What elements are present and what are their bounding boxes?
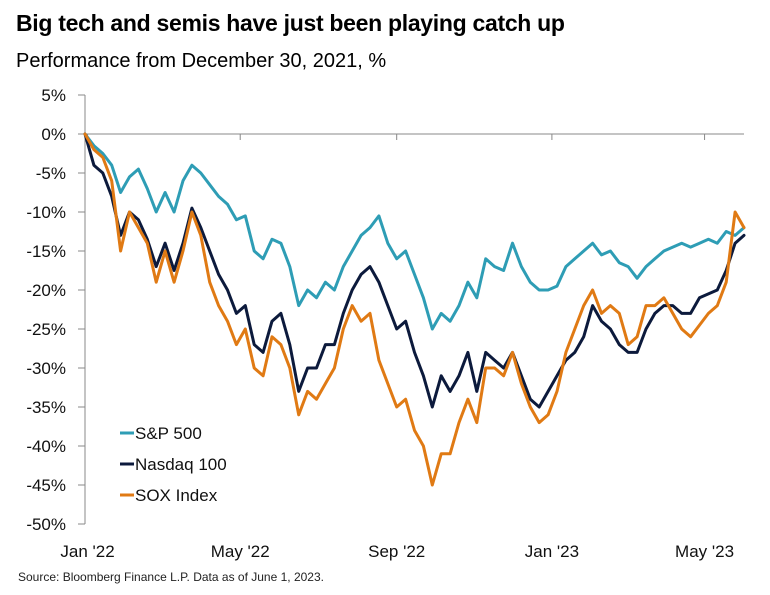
y-tick-label: -20%: [26, 281, 66, 300]
chart-title: Big tech and semis have just been playin…: [16, 10, 565, 36]
y-tick-label: -15%: [26, 242, 66, 261]
legend-label: Nasdaq 100: [135, 455, 227, 474]
y-tick-label: 0%: [41, 125, 66, 144]
legend-label: S&P 500: [135, 424, 202, 443]
y-tick-label: -5%: [36, 164, 66, 183]
x-tick-label: Jan '22: [60, 542, 114, 561]
series-line-nasdaq-100: [83, 132, 746, 409]
legend: S&P 500 Nasdaq 100 SOX Index: [120, 424, 227, 505]
y-tick-label: -25%: [26, 320, 66, 339]
series-line-s-p-500: [83, 132, 746, 331]
y-tick-label: -10%: [26, 203, 66, 222]
y-tick-label: -35%: [26, 398, 66, 417]
series-line-sox-index: [83, 132, 746, 487]
legend-label: SOX Index: [135, 486, 218, 505]
source-note: Source: Bloomberg Finance L.P. Data as o…: [18, 570, 324, 584]
axes: 5% 0% -5% -10% -15% -20% -25% -30% -35% -40% -45% -…: [26, 86, 744, 561]
y-tick-label: -40%: [26, 437, 66, 456]
x-tick-label: Sep '22: [368, 542, 425, 561]
y-tick-label: 5%: [41, 86, 66, 105]
x-tick-label: Jan '23: [525, 542, 579, 561]
x-tick-label: May '23: [675, 542, 734, 561]
y-tick-label: -30%: [26, 359, 66, 378]
series-layer: [83, 132, 746, 487]
x-tick-label: May '22: [211, 542, 270, 561]
chart-subtitle: Performance from December 30, 2021, %: [16, 50, 387, 72]
y-tick-label: -50%: [26, 515, 66, 534]
y-tick-label: -45%: [26, 476, 66, 495]
